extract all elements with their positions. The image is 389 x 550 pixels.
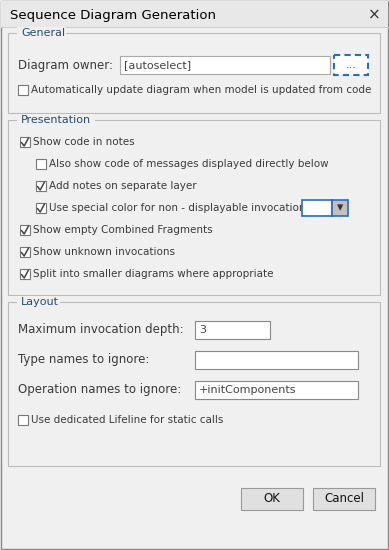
Bar bbox=[241, 488, 303, 510]
Bar bbox=[36, 159, 46, 169]
Text: Cancel: Cancel bbox=[324, 492, 364, 505]
Text: Layout: Layout bbox=[21, 297, 59, 307]
Bar bbox=[8, 33, 380, 113]
Text: Also show code of messages displayed directly below: Also show code of messages displayed dir… bbox=[49, 159, 329, 169]
Text: ▾: ▾ bbox=[337, 201, 343, 214]
Bar bbox=[36, 203, 46, 213]
Text: Type names to ignore:: Type names to ignore: bbox=[18, 354, 149, 366]
Bar bbox=[195, 381, 358, 399]
Text: +initComponents: +initComponents bbox=[199, 385, 296, 395]
Bar bbox=[17, 114, 95, 126]
Text: [autoselect]: [autoselect] bbox=[124, 60, 191, 70]
Bar bbox=[8, 120, 380, 295]
Text: Show unknown invocations: Show unknown invocations bbox=[33, 247, 175, 257]
Bar bbox=[313, 488, 375, 510]
Bar bbox=[20, 269, 30, 279]
Bar bbox=[20, 247, 30, 257]
Bar bbox=[195, 351, 358, 369]
Bar bbox=[18, 415, 28, 425]
Text: Use dedicated Lifeline for static calls: Use dedicated Lifeline for static calls bbox=[31, 415, 223, 425]
Text: 3: 3 bbox=[199, 325, 206, 335]
Text: Diagram owner:: Diagram owner: bbox=[18, 58, 113, 72]
Text: Maximum invocation depth:: Maximum invocation depth: bbox=[18, 323, 184, 337]
Bar bbox=[120, 56, 330, 74]
Bar bbox=[18, 85, 28, 95]
Text: ×: × bbox=[368, 8, 380, 23]
Bar bbox=[1, 1, 388, 27]
Bar bbox=[332, 200, 348, 216]
Text: Add notes on separate layer: Add notes on separate layer bbox=[49, 181, 196, 191]
Bar bbox=[334, 55, 368, 75]
Bar bbox=[195, 321, 270, 339]
Text: Automatically update diagram when model is updated from code: Automatically update diagram when model … bbox=[31, 85, 371, 95]
Bar bbox=[302, 200, 332, 216]
Text: Use special color for non - displayable invocations: Use special color for non - displayable … bbox=[49, 203, 311, 213]
Bar bbox=[8, 302, 380, 466]
Text: General: General bbox=[21, 28, 65, 38]
Text: ...: ... bbox=[345, 60, 356, 70]
Text: Split into smaller diagrams where appropriate: Split into smaller diagrams where approp… bbox=[33, 269, 273, 279]
Bar bbox=[17, 27, 66, 39]
Bar bbox=[36, 181, 46, 191]
Text: Show empty Combined Fragments: Show empty Combined Fragments bbox=[33, 225, 213, 235]
Text: Sequence Diagram Generation: Sequence Diagram Generation bbox=[10, 8, 216, 21]
Text: Operation names to ignore:: Operation names to ignore: bbox=[18, 383, 181, 397]
Text: OK: OK bbox=[264, 492, 280, 505]
Text: Presentation: Presentation bbox=[21, 115, 91, 125]
Bar bbox=[20, 225, 30, 235]
Bar bbox=[20, 137, 30, 147]
Text: Show code in notes: Show code in notes bbox=[33, 137, 135, 147]
Bar bbox=[17, 296, 60, 308]
